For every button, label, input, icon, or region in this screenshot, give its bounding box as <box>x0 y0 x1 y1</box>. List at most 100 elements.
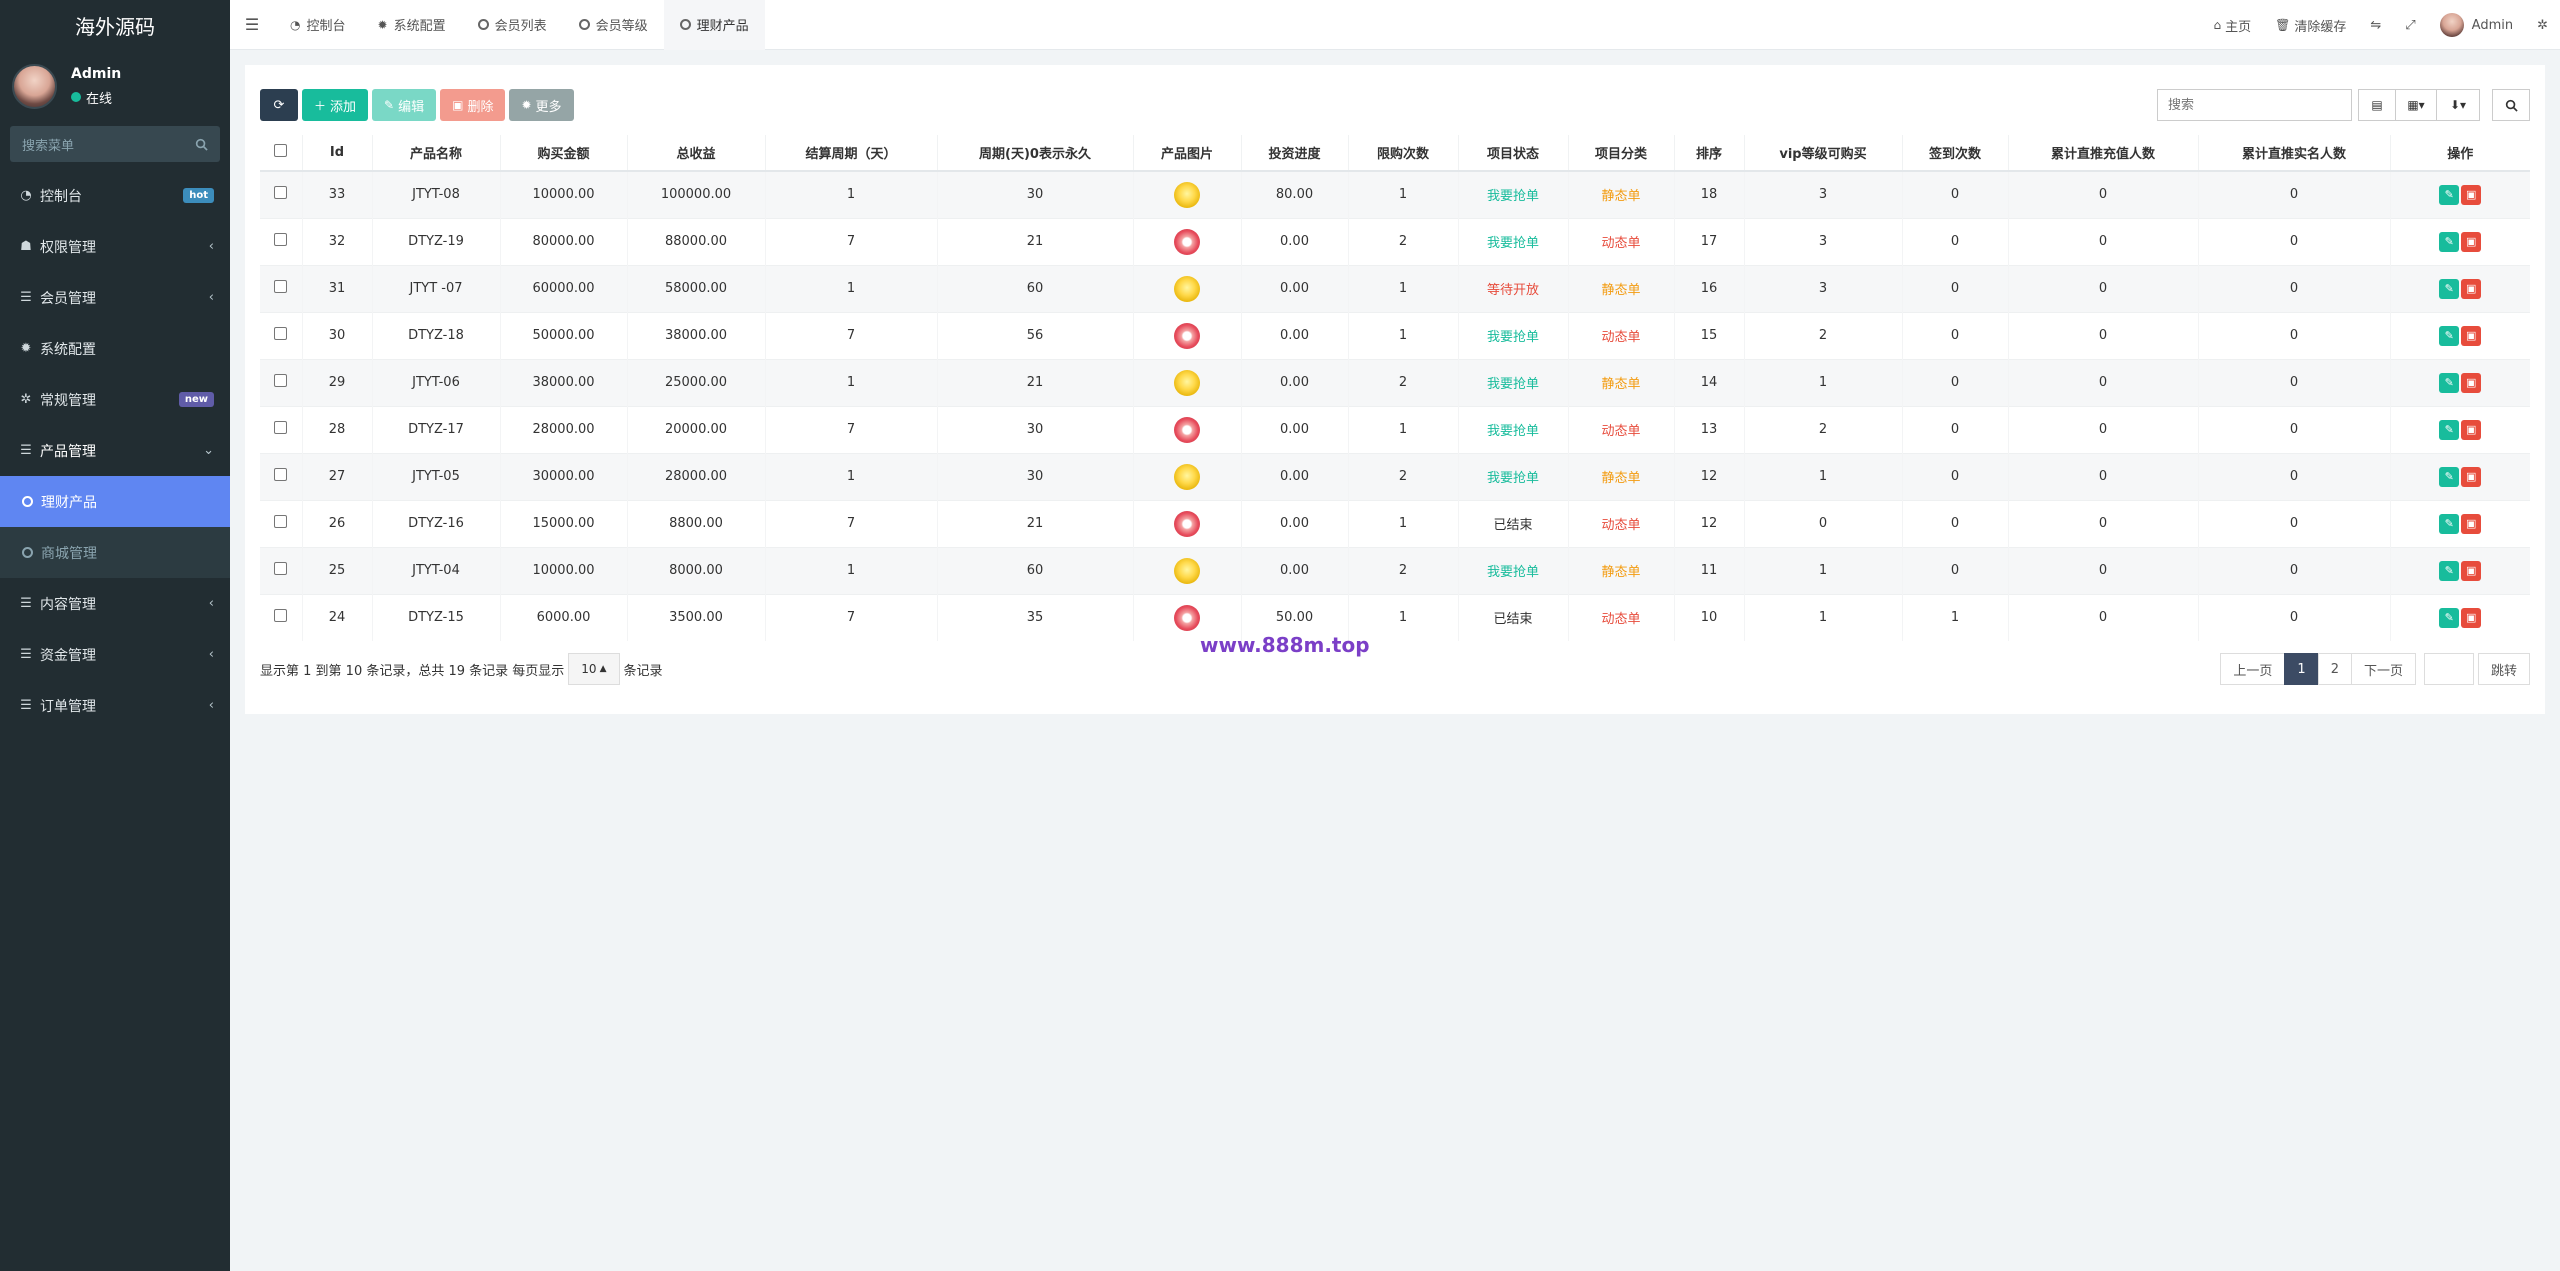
row-delete-icon[interactable]: ▣ <box>2461 419 2482 440</box>
red-coin-image[interactable] <box>1174 604 1200 631</box>
jump-page-input[interactable] <box>2423 653 2474 685</box>
search-icon[interactable] <box>195 138 208 151</box>
table-row[interactable]: 24 DTYZ-15 6000.00 3500.00 7 35 50.00 1 已结束 动态单 10… <box>260 593 2530 641</box>
row-checkbox[interactable] <box>274 515 288 528</box>
user-menu[interactable]: Admin <box>2428 0 2525 50</box>
column-header[interactable]: 产品图片 <box>1132 135 1241 172</box>
row-select-cell[interactable] <box>260 405 302 453</box>
row-edit-icon[interactable]: ✎ <box>2439 184 2460 205</box>
column-header[interactable]: 周期(天)0表示永久 <box>936 135 1133 172</box>
column-header[interactable]: Id <box>301 135 372 172</box>
row-edit-icon[interactable]: ✎ <box>2439 231 2460 252</box>
table-row[interactable]: 25 JTYT-04 10000.00 8000.00 1 60 0.00 2 我要抢单 静态单 1… <box>260 546 2530 594</box>
column-header[interactable]: 累计直推实名人数 <box>2197 135 2390 172</box>
tab-member-list[interactable]: 会员列表 <box>462 0 563 50</box>
search-input[interactable] <box>2157 89 2352 121</box>
row-checkbox[interactable] <box>274 327 288 340</box>
fullscreen-icon[interactable]: ⤢ <box>2405 17 2416 33</box>
sidebar-item-funds[interactable]: ☰ 资金管理 ‹ <box>0 629 230 680</box>
row-delete-icon[interactable]: ▣ <box>2461 560 2482 581</box>
sidebar-search-input[interactable]: 搜索菜单 <box>10 126 220 162</box>
row-delete-icon[interactable]: ▣ <box>2461 278 2482 299</box>
table-row[interactable]: 33 JTYT-08 10000.00 100000.00 1 30 80.00 1 我要抢单静… <box>260 170 2530 218</box>
row-edit-icon[interactable]: ✎ <box>2439 278 2460 299</box>
delete-button[interactable]: ▣ 删除 <box>440 89 506 121</box>
gold-coin-image[interactable] <box>1174 181 1200 208</box>
red-coin-image[interactable] <box>1174 322 1200 349</box>
column-header[interactable]: 排序 <box>1673 135 1744 172</box>
column-header[interactable]: 限购次数 <box>1347 135 1458 172</box>
row-delete-icon[interactable]: ▣ <box>2461 607 2482 628</box>
add-button[interactable]: ＋ 添加 <box>302 89 369 121</box>
row-delete-icon[interactable]: ▣ <box>2461 513 2482 534</box>
settings-gears-icon[interactable]: ✲ <box>2537 17 2548 33</box>
home-link[interactable]: ⌂ 主页 <box>2201 0 2263 50</box>
next-page-button[interactable]: 下一页 <box>2350 653 2416 685</box>
sidebar-item-mall[interactable]: 商城管理 <box>0 527 230 578</box>
gold-coin-image[interactable] <box>1174 275 1200 302</box>
row-select-cell[interactable] <box>260 499 302 547</box>
language-icon[interactable]: ⇋ <box>2370 17 2382 33</box>
select-all-cell[interactable] <box>260 135 302 172</box>
column-header[interactable]: 操作 <box>2389 135 2530 172</box>
more-button[interactable]: ✹ 更多 <box>509 89 574 121</box>
row-select-cell[interactable] <box>260 593 302 641</box>
clear-cache-button[interactable]: 🗑︎ 清除缓存 <box>2263 0 2358 50</box>
column-header[interactable]: 购买金额 <box>499 135 627 172</box>
jump-button[interactable]: 跳转 <box>2477 653 2530 685</box>
row-select-cell[interactable] <box>260 217 302 265</box>
red-coin-image[interactable] <box>1174 416 1200 443</box>
row-select-cell[interactable] <box>260 358 302 406</box>
sidebar-item-permissions[interactable]: ☗ 权限管理 ‹ <box>0 221 230 272</box>
table-row[interactable]: 27 JTYT-05 30000.00 28000.00 1 30 0.00 2 我要抢单 静态单… <box>260 452 2530 500</box>
page-button-2[interactable]: 2 <box>2317 653 2352 685</box>
tab-member-level[interactable]: 会员等级 <box>563 0 664 50</box>
column-header[interactable]: 累计直推充值人数 <box>2007 135 2198 172</box>
row-edit-icon[interactable]: ✎ <box>2439 607 2460 628</box>
row-edit-icon[interactable]: ✎ <box>2439 325 2460 346</box>
table-row[interactable]: 28 DTYZ-17 28000.00 20000.00 7 30 0.00 1 我要抢单 动态单… <box>260 405 2530 453</box>
row-edit-icon[interactable]: ✎ <box>2439 372 2460 393</box>
table-row[interactable]: 26 DTYZ-16 15000.00 8800.00 7 21 0.00 1 已结束 动态单 12… <box>260 499 2530 547</box>
table-row[interactable]: 32 DTYZ-19 80000.00 88000.00 7 21 0.00 2 我要抢单 动态单… <box>260 217 2530 265</box>
column-header[interactable]: 总收益 <box>626 135 765 172</box>
sidebar-item-system-config[interactable]: ✹ 系统配置 <box>0 323 230 374</box>
row-checkbox[interactable] <box>274 186 288 200</box>
sidebar-item-orders[interactable]: ☰ 订单管理 ‹ <box>0 680 230 731</box>
tab-dashboard[interactable]: ◔ 控制台 <box>274 0 362 50</box>
page-size-select[interactable]: 10 ▲ <box>568 653 620 685</box>
sidebar-item-general[interactable]: ✲ 常规管理 new <box>0 374 230 425</box>
row-checkbox[interactable] <box>274 374 288 387</box>
row-edit-icon[interactable]: ✎ <box>2439 419 2460 440</box>
gold-coin-image[interactable] <box>1174 557 1200 584</box>
toggle-view-button[interactable]: ▤ <box>2358 89 2396 121</box>
row-edit-icon[interactable]: ✎ <box>2439 466 2460 487</box>
sidebar-item-dashboard[interactable]: ◔ 控制台 hot <box>0 170 230 221</box>
prev-page-button[interactable]: 上一页 <box>2220 653 2286 685</box>
column-header[interactable]: 产品名称 <box>371 135 500 172</box>
row-checkbox[interactable] <box>274 421 288 434</box>
row-delete-icon[interactable]: ▣ <box>2461 325 2482 346</box>
table-row[interactable]: 31 JTYT -07 60000.00 58000.00 1 60 0.00 1 等待开放 静态… <box>260 264 2530 312</box>
column-header[interactable]: vip等级可购买 <box>1743 135 1902 172</box>
row-checkbox[interactable] <box>274 468 288 481</box>
column-header[interactable]: 签到次数 <box>1901 135 2008 172</box>
menu-toggle-icon[interactable]: ☰ <box>244 15 260 34</box>
sidebar-item-finance-products[interactable]: 理财产品 <box>0 476 230 527</box>
row-edit-icon[interactable]: ✎ <box>2439 513 2460 534</box>
column-header[interactable]: 结算周期（天） <box>764 135 937 172</box>
column-header[interactable]: 项目状态 <box>1457 135 1568 172</box>
row-delete-icon[interactable]: ▣ <box>2461 372 2482 393</box>
page-button-1[interactable]: 1 <box>2284 653 2319 685</box>
row-delete-icon[interactable]: ▣ <box>2461 184 2482 205</box>
sidebar-item-content[interactable]: ☰ 内容管理 ‹ <box>0 578 230 629</box>
advanced-search-button[interactable] <box>2492 89 2530 121</box>
row-checkbox[interactable] <box>274 233 288 246</box>
column-header[interactable]: 项目分类 <box>1567 135 1674 172</box>
columns-dropdown-button[interactable]: ▦▾ <box>2395 89 2437 121</box>
edit-button[interactable]: ✎ 编辑 <box>372 89 437 121</box>
table-row[interactable]: 29 JTYT-06 38000.00 25000.00 1 21 0.00 2 我要抢单 静态单… <box>260 358 2530 406</box>
tab-finance-products[interactable]: 理财产品 <box>663 0 765 50</box>
row-checkbox[interactable] <box>274 609 288 623</box>
gold-coin-image[interactable] <box>1174 463 1200 490</box>
